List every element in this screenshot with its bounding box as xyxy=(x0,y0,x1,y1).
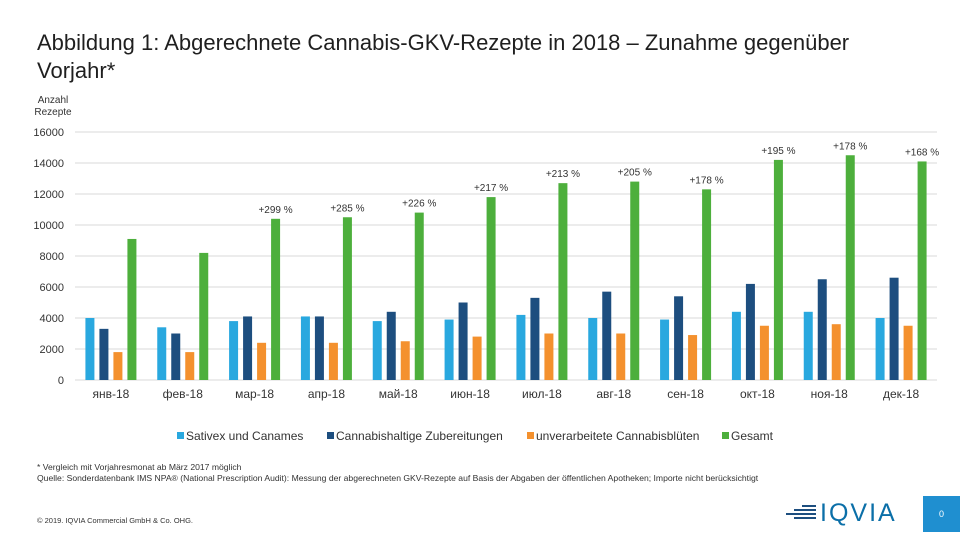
bar-gesamt xyxy=(342,217,352,380)
bar-cannabishaltige xyxy=(171,333,181,380)
bar-gesamt xyxy=(845,155,855,380)
growth-annotation: +299 % xyxy=(258,205,292,216)
x-tick-label: фев-18 xyxy=(163,387,204,401)
bar-unverarbeitete xyxy=(616,333,626,380)
growth-annotation: +213 % xyxy=(546,169,580,180)
bar-gesamt xyxy=(630,181,640,380)
bar-sativex xyxy=(803,311,813,380)
x-tick-label: дек-18 xyxy=(883,387,920,401)
bar-sativex xyxy=(229,321,239,380)
y-tick-label: 2000 xyxy=(40,344,64,356)
bar-sativex xyxy=(444,319,454,380)
growth-annotation: +205 % xyxy=(618,168,652,179)
x-tick-label: июн-18 xyxy=(450,387,490,401)
iqvia-logo: IQVIA xyxy=(786,498,906,527)
y-tick-label: 8000 xyxy=(40,251,64,263)
copyright: © 2019. IQVIA Commercial GmbH & Co. OHG. xyxy=(37,516,193,525)
growth-annotation: +178 % xyxy=(689,175,723,186)
growth-annotation: +226 % xyxy=(402,199,436,210)
bar-sativex xyxy=(660,319,670,380)
growth-annotation: +195 % xyxy=(761,146,795,157)
footnote-comparison: * Vergleich mit Vorjahresmonat ab März 2… xyxy=(37,462,242,472)
footnote-source: Quelle: Sonderdatenbank IMS NPA® (Nation… xyxy=(37,473,759,483)
bar-cannabishaltige xyxy=(458,302,468,380)
bar-sativex xyxy=(157,327,167,380)
bar-gesamt xyxy=(127,238,137,380)
legend-label: Sativex und Canames xyxy=(186,429,303,443)
bar-cannabishaltige xyxy=(889,277,899,380)
bar-unverarbeitete xyxy=(400,341,410,380)
bar-sativex xyxy=(516,314,526,380)
bar-cannabishaltige xyxy=(99,328,109,380)
bar-sativex xyxy=(372,321,382,380)
bar-gesamt xyxy=(414,212,424,380)
bar-gesamt xyxy=(702,189,712,380)
bar-unverarbeitete xyxy=(185,352,195,380)
page-number: 0 xyxy=(923,496,960,532)
bar-sativex xyxy=(875,318,885,380)
x-tick-label: сен-18 xyxy=(667,387,704,401)
bar-sativex xyxy=(300,316,310,380)
logo-lines-icon xyxy=(786,504,816,522)
bar-cannabishaltige xyxy=(243,316,253,380)
bar-gesamt xyxy=(558,183,568,380)
x-tick-label: апр-18 xyxy=(308,387,346,401)
legend-swatch-sativex xyxy=(177,432,184,439)
x-tick-label: май-18 xyxy=(379,387,418,401)
y-tick-label: 16000 xyxy=(33,127,64,139)
x-tick-label: янв-18 xyxy=(92,387,129,401)
legend-swatch-unverarbeitete xyxy=(527,432,534,439)
bar-unverarbeitete xyxy=(257,342,267,380)
footnote: * Vergleich mit Vorjahresmonat ab März 2… xyxy=(37,462,937,484)
bar-unverarbeitete xyxy=(831,324,841,380)
bar-cannabishaltige xyxy=(602,291,612,380)
bar-cannabishaltige xyxy=(386,311,396,380)
y-tick-label: 0 xyxy=(58,375,64,387)
page-title: Abbildung 1: Abgerechnete Cannabis-GKV-R… xyxy=(37,30,850,83)
bar-unverarbeitete xyxy=(113,352,123,380)
bar-unverarbeitete xyxy=(688,335,698,380)
legend-swatch-cannabishaltige xyxy=(327,432,334,439)
y-tick-label: 6000 xyxy=(40,282,64,294)
bar-gesamt xyxy=(773,159,783,380)
bar-cannabishaltige xyxy=(817,279,827,380)
bar-cannabishaltige xyxy=(745,283,755,380)
bar-chart: 0 2000 4000 6000 8000 10000 12000 14000 16000 янв… xyxy=(33,127,939,443)
bar-sativex xyxy=(588,318,598,380)
bar-unverarbeitete xyxy=(903,325,913,380)
growth-annotation: +285 % xyxy=(330,203,364,214)
x-tick-label: мар-18 xyxy=(235,387,274,401)
x-tick-label: авг-18 xyxy=(596,387,631,401)
growth-annotation: +168 % xyxy=(905,147,939,158)
growth-annotation: +178 % xyxy=(833,141,867,152)
y-tick-label: 10000 xyxy=(33,220,64,232)
bar-gesamt xyxy=(486,197,496,380)
logo-text: IQVIA xyxy=(820,498,897,527)
bar-unverarbeitete xyxy=(544,333,554,380)
y-tick-label: 12000 xyxy=(33,189,64,201)
x-tick-label: окт-18 xyxy=(740,387,775,401)
bar-sativex xyxy=(85,318,95,380)
bar-gesamt xyxy=(199,252,209,380)
y-axis-label: Anzahl Rezepte xyxy=(34,95,72,118)
bar-unverarbeitete xyxy=(759,325,769,380)
x-tick-label: ноя-18 xyxy=(811,387,848,401)
bar-gesamt xyxy=(917,161,927,380)
y-tick-label: 14000 xyxy=(33,158,64,170)
bar-cannabishaltige xyxy=(530,297,540,380)
bar-unverarbeitete xyxy=(328,342,338,380)
bar-gesamt xyxy=(271,218,281,380)
y-tick-label: 4000 xyxy=(40,313,64,325)
x-tick-label: июл-18 xyxy=(522,387,562,401)
legend-swatch-gesamt xyxy=(722,432,729,439)
bar-unverarbeitete xyxy=(472,336,482,380)
legend-label: unverarbeitete Cannabisblüten xyxy=(536,429,699,443)
legend-label: Cannabishaltige Zubereitungen xyxy=(336,429,503,443)
legend-label: Gesamt xyxy=(731,429,774,443)
bar-sativex xyxy=(731,311,741,380)
growth-annotation: +217 % xyxy=(474,183,508,194)
bar-cannabishaltige xyxy=(674,296,684,380)
bar-cannabishaltige xyxy=(314,316,324,380)
